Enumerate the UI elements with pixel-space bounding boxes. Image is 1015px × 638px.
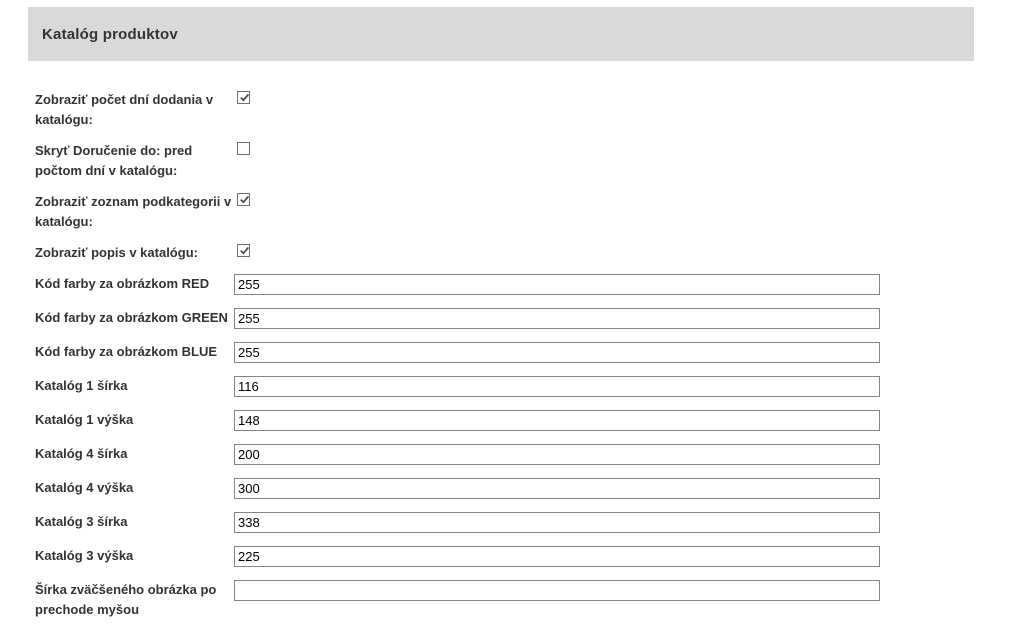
input-row: Kód farby za obrázkom RED bbox=[35, 274, 1015, 295]
field-label: Kód farby za obrázkom GREEN bbox=[35, 310, 228, 325]
checkbox-rows-group: Zobraziť počet dní dodania v katalógu: S… bbox=[35, 90, 1015, 263]
input-row: Katalóg 1 šírka bbox=[35, 376, 1015, 397]
checkbox-row: Zobraziť počet dní dodania v katalógu: bbox=[35, 90, 1015, 130]
input-row: Katalóg 4 šírka bbox=[35, 444, 1015, 465]
checkbox-row: Zobraziť popis v katalógu: bbox=[35, 243, 1015, 263]
field-label: Zobraziť počet dní dodania v katalógu: bbox=[35, 92, 214, 127]
field-label: Skryť Doručenie do: pred počtom dní v ka… bbox=[35, 143, 193, 178]
checkbox-row: Zobraziť zoznam podkategorii v katalógu: bbox=[35, 192, 1015, 232]
field-label: Kód farby za obrázkom BLUE bbox=[35, 344, 218, 359]
input-row: Katalóg 1 výška bbox=[35, 410, 1015, 431]
text-input[interactable] bbox=[234, 444, 880, 465]
text-input[interactable] bbox=[234, 308, 880, 329]
field-label: Zobraziť popis v katalógu: bbox=[35, 245, 198, 260]
field-label: Šírka zväčšeného obrázka po prechode myš… bbox=[35, 582, 217, 617]
field-label: Katalóg 1 šírka bbox=[35, 378, 128, 393]
text-input[interactable] bbox=[234, 512, 880, 533]
section-header: Katalóg produktov bbox=[28, 7, 974, 61]
checkmark-icon bbox=[240, 195, 250, 204]
page-title: Katalóg produktov bbox=[42, 25, 178, 43]
text-input[interactable] bbox=[234, 342, 880, 363]
text-input[interactable] bbox=[234, 376, 880, 397]
checkmark-icon bbox=[240, 93, 250, 102]
input-row: Kód farby za obrázkom GREEN bbox=[35, 308, 1015, 329]
text-input[interactable] bbox=[234, 410, 880, 431]
text-input[interactable] bbox=[234, 580, 880, 601]
text-input[interactable] bbox=[234, 478, 880, 499]
settings-form: Zobraziť počet dní dodania v katalógu: S… bbox=[35, 90, 1015, 620]
input-row: Kód farby za obrázkom BLUE bbox=[35, 342, 1015, 363]
checkbox[interactable] bbox=[237, 91, 250, 104]
input-row: Katalóg 4 výška bbox=[35, 478, 1015, 499]
text-input[interactable] bbox=[234, 274, 880, 295]
checkbox[interactable] bbox=[237, 142, 250, 155]
input-row: Šírka zväčšeného obrázka po prechode myš… bbox=[35, 580, 1015, 620]
checkbox-row: Skryť Doručenie do: pred počtom dní v ka… bbox=[35, 141, 1015, 181]
field-label: Katalóg 4 výška bbox=[35, 480, 134, 495]
field-label: Katalóg 3 výška bbox=[35, 548, 134, 563]
input-row: Katalóg 3 výška bbox=[35, 546, 1015, 567]
field-label: Katalóg 3 šírka bbox=[35, 514, 128, 529]
field-label: Katalóg 4 šírka bbox=[35, 446, 128, 461]
checkbox[interactable] bbox=[237, 244, 250, 257]
checkmark-icon bbox=[240, 246, 250, 255]
text-input[interactable] bbox=[234, 546, 880, 567]
field-label: Zobraziť zoznam podkategorii v katalógu: bbox=[35, 194, 232, 229]
field-label: Katalóg 1 výška bbox=[35, 412, 134, 427]
input-row: Katalóg 3 šírka bbox=[35, 512, 1015, 533]
input-rows-group: Kód farby za obrázkom RED Kód farby za o… bbox=[35, 274, 1015, 620]
checkbox[interactable] bbox=[237, 193, 250, 206]
field-label: Kód farby za obrázkom RED bbox=[35, 276, 210, 291]
